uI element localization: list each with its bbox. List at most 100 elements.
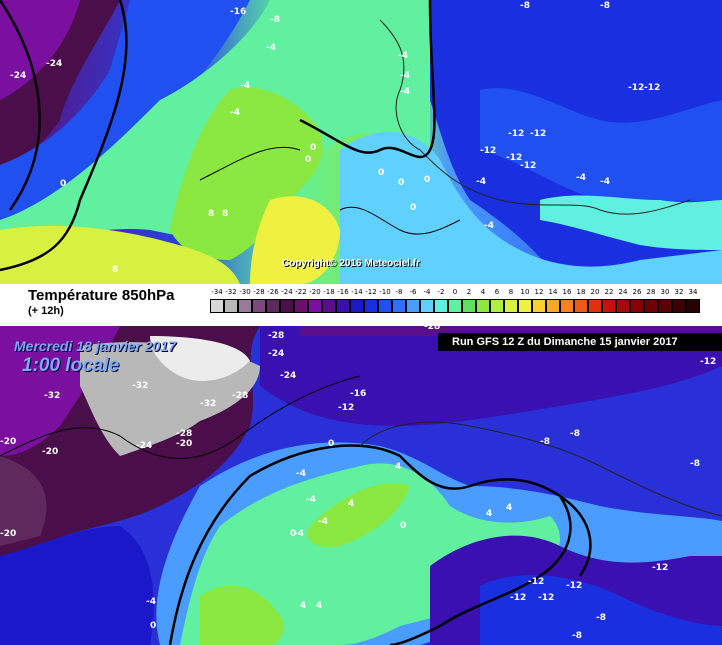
svg-text:-4: -4 [400, 71, 410, 81]
svg-text:-12: -12 [506, 153, 522, 163]
scale-swatch [602, 299, 616, 313]
scale-label: 10 [520, 288, 530, 296]
svg-text:0: 0 [150, 621, 156, 631]
scale-swatch [252, 299, 266, 313]
svg-text:-4: -4 [146, 597, 156, 607]
svg-text:-24: -24 [46, 59, 62, 69]
scale-swatch [336, 299, 350, 313]
svg-text:4: 4 [486, 509, 492, 519]
svg-text:-8: -8 [572, 631, 582, 641]
temperature-legend: Température 850hPa (+ 12h) -34 -32 -30 -28-… [0, 284, 722, 326]
svg-text:4: 4 [316, 601, 322, 611]
svg-text:-20: -20 [0, 529, 16, 539]
svg-text:-12: -12 [520, 161, 536, 171]
scale-swatch [532, 299, 546, 313]
scale-label: -2 [437, 288, 445, 296]
svg-text:-28: -28 [232, 391, 248, 401]
svg-text:-12: -12 [508, 129, 524, 139]
svg-text:-24: -24 [280, 371, 296, 381]
scale-label: 6 [494, 288, 500, 296]
scale-label: -32 [225, 288, 237, 296]
scale-label: -28 [253, 288, 265, 296]
svg-text:-12: -12 [510, 593, 526, 603]
svg-text:4: 4 [300, 601, 306, 611]
scale-label: 12 [534, 288, 544, 296]
model-run-label: Run GFS 12 Z du Dimanche 15 janvier 2017 [438, 333, 722, 351]
svg-text:-8: -8 [690, 459, 700, 469]
scale-swatch [280, 299, 294, 313]
scale-swatch [588, 299, 602, 313]
scale-swatch [294, 299, 308, 313]
scale-label: -22 [295, 288, 307, 296]
svg-text:-24: -24 [136, 441, 152, 451]
svg-text:-8: -8 [596, 613, 606, 623]
scale-label: 14 [548, 288, 558, 296]
svg-text:-12: -12 [480, 146, 496, 156]
scale-swatch [308, 299, 322, 313]
scale-label: -4 [423, 288, 431, 296]
svg-text:-12: -12 [652, 563, 668, 573]
forecast-date: Mercredi 18 janvier 2017 [14, 338, 176, 354]
scale-swatch [266, 299, 280, 313]
svg-text:-12: -12 [700, 357, 716, 367]
copyright-text: Copyright© 2016 Meteociel.fr [282, 258, 420, 269]
color-scale: -34 -32 -30 -28 -26 -24 -22 -20 -18 -16 -14 -12 -10-… [210, 288, 706, 313]
scale-swatch [462, 299, 476, 313]
scale-label: -14 [351, 288, 363, 296]
svg-text:0: 0 [410, 203, 416, 213]
svg-text:-12: -12 [528, 577, 544, 587]
scale-swatch [210, 299, 224, 313]
scale-swatch [392, 299, 406, 313]
svg-text:-4: -4 [398, 51, 408, 61]
scale-label: 28 [646, 288, 656, 296]
scale-swatch [322, 299, 336, 313]
scale-label: 22 [604, 288, 614, 296]
scale-swatch [686, 299, 700, 313]
scale-swatch [630, 299, 644, 313]
svg-text:0: 0 [310, 143, 316, 153]
scale-label: -12 [365, 288, 377, 296]
top-temperature-map: -16 -8 -24 -24 -4 -4 -4 -8 -8 -4 -4 -4 -… [0, 0, 722, 284]
svg-text:-4: -4 [296, 469, 306, 479]
scale-swatch [658, 299, 672, 313]
bottom-temperature-map: -28 -28 -24 -24 -32 -32 -32 -28 -28 -24 … [0, 326, 722, 645]
scale-label: 0 [452, 288, 458, 296]
scale-swatch [546, 299, 560, 313]
svg-text:4: 4 [348, 499, 354, 509]
scale-swatch [504, 299, 518, 313]
svg-text:-12: -12 [538, 593, 554, 603]
scale-swatch [518, 299, 532, 313]
scale-label: 34 [688, 288, 698, 296]
legend-forecast-offset: (+ 12h) [28, 305, 64, 317]
svg-text:-16: -16 [350, 389, 366, 399]
forecast-time: 1:00 locale [22, 355, 120, 376]
scale-label: -30 [239, 288, 251, 296]
svg-text:-28: -28 [424, 326, 440, 332]
scale-swatch [616, 299, 630, 313]
scale-swatch [448, 299, 462, 313]
svg-text:-20: -20 [42, 447, 58, 457]
svg-text:4: 4 [506, 503, 512, 513]
svg-text:-12: -12 [338, 403, 354, 413]
scale-label: -20 [309, 288, 321, 296]
scale-label: -8 [395, 288, 403, 296]
svg-text:-8: -8 [520, 1, 530, 11]
svg-text:-28: -28 [176, 429, 192, 439]
svg-text:-8: -8 [540, 437, 550, 447]
scale-labels: -34 -32 -30 -28 -26 -24 -22 -20 -18 -16 -14 -12 -10-… [210, 288, 706, 297]
svg-text:8: 8 [222, 209, 228, 219]
scale-swatch [224, 299, 238, 313]
scale-swatches [210, 299, 700, 313]
scale-label: 20 [590, 288, 600, 296]
scale-label: -34 [211, 288, 223, 296]
scale-label: 4 [480, 288, 486, 296]
scale-label: 8 [508, 288, 514, 296]
scale-label: -24 [281, 288, 293, 296]
svg-text:-8: -8 [270, 15, 280, 25]
svg-text:0: 0 [60, 179, 66, 189]
svg-text:-8: -8 [600, 1, 610, 11]
svg-text:0: 0 [400, 521, 406, 531]
scale-swatch [490, 299, 504, 313]
svg-text:-4: -4 [400, 87, 410, 97]
svg-text:4: 4 [395, 462, 401, 472]
